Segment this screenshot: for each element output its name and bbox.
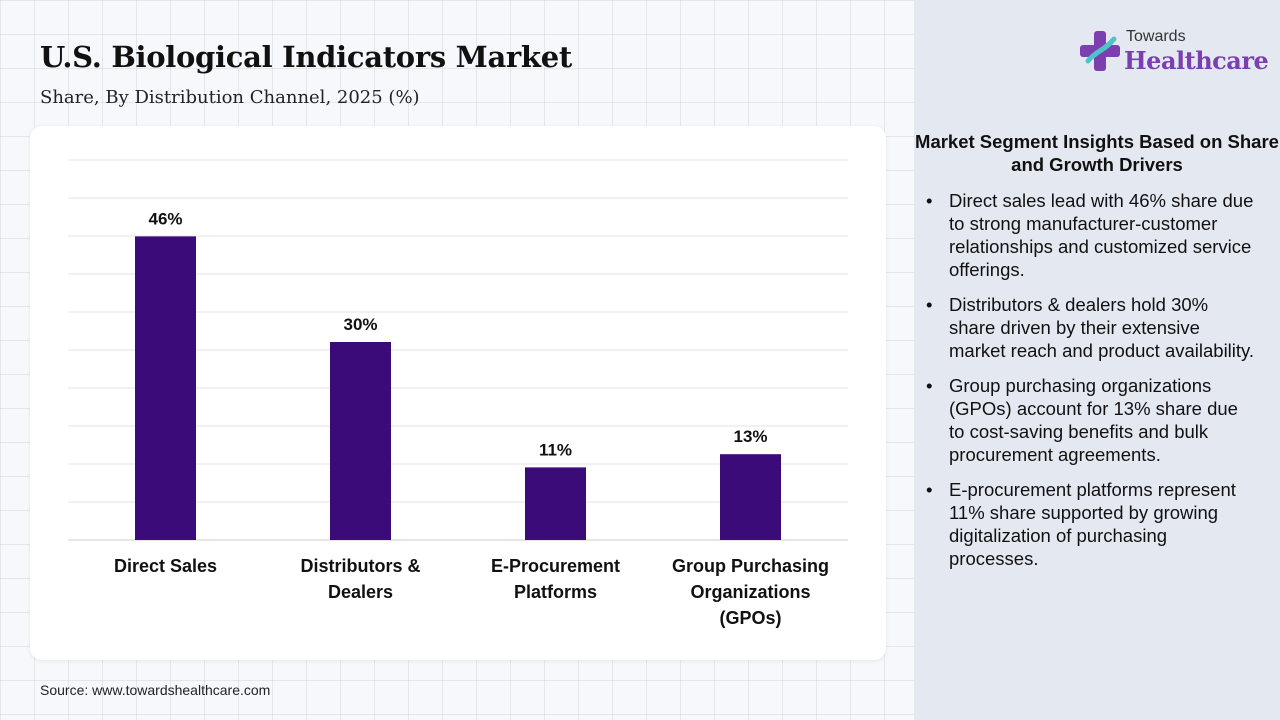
category-tick-label: Distributors &	[300, 556, 420, 576]
data-label: 13%	[733, 427, 767, 446]
logo-text-bottom: Healthcare	[1124, 46, 1269, 75]
bar	[330, 342, 391, 540]
source-note: Source: www.towardshealthcare.com	[40, 682, 271, 698]
category-tick-label: Direct Sales	[114, 556, 217, 576]
category-tick-label: Group Purchasing	[672, 556, 829, 576]
category-tick-label: Organizations	[690, 582, 810, 602]
data-label: 11%	[539, 440, 572, 459]
bar	[135, 236, 196, 540]
insights-list: Direct sales lead with 46% share due to …	[926, 189, 1256, 582]
bar	[720, 454, 781, 540]
insight-item: Group purchasing organizations (GPOs) ac…	[926, 374, 1256, 466]
bar	[525, 467, 586, 540]
chart-card: 46% Direct Sales 30% Distributors & Dealers 1…	[30, 126, 886, 660]
logo-text-top: Towards	[1126, 28, 1186, 45]
insights-title: Market Segment Insights Based on Share a…	[915, 131, 1279, 175]
category-tick-label: (GPOs)	[719, 608, 781, 628]
insight-item: E-procurement platforms represent 11% sh…	[926, 478, 1256, 570]
insight-item: Direct sales lead with 46% share due to …	[926, 189, 1256, 281]
data-label: 30%	[343, 315, 377, 334]
logo-cross-icon	[1080, 31, 1120, 71]
brand-logo[interactable]: Towards Healthcare	[1080, 28, 1269, 78]
bar-chart: 46% Direct Sales 30% Distributors & Dealers 1…	[68, 159, 848, 628]
page-subtitle: Share, By Distribution Channel, 2025 (%)	[40, 87, 420, 108]
category-tick-label: Platforms	[514, 582, 597, 602]
page-title: U.S. Biological Indicators Market	[40, 40, 572, 74]
category-tick-label: Dealers	[328, 582, 393, 602]
data-label: 46%	[148, 209, 182, 228]
category-tick-label: E-Procurement	[491, 556, 620, 576]
insight-item: Distributors & dealers hold 30% share dr…	[926, 293, 1256, 362]
